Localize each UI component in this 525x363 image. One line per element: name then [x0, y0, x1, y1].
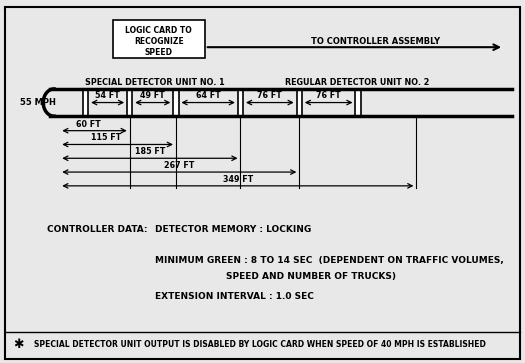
Bar	[173, 89, 178, 116]
Bar	[127, 89, 132, 116]
Text: 54 FT: 54 FT	[95, 91, 120, 100]
Text: MINIMUM GREEN : 8 TO 14 SEC  (DEPENDENT ON TRAFFIC VOLUMES,: MINIMUM GREEN : 8 TO 14 SEC (DEPENDENT O…	[155, 256, 503, 265]
Bar	[355, 89, 361, 116]
Text: DETECTOR MEMORY : LOCKING: DETECTOR MEMORY : LOCKING	[155, 225, 311, 234]
Text: 349 FT: 349 FT	[223, 175, 253, 184]
Text: SPECIAL DETECTOR UNIT NO. 1: SPECIAL DETECTOR UNIT NO. 1	[85, 78, 225, 87]
Text: EXTENSION INTERVAL : 1.0 SEC: EXTENSION INTERVAL : 1.0 SEC	[155, 292, 314, 301]
Bar	[297, 89, 302, 116]
Text: TO CONTROLLER ASSEMBLY: TO CONTROLLER ASSEMBLY	[311, 37, 440, 46]
Text: 185 FT: 185 FT	[135, 147, 165, 156]
Text: 267 FT: 267 FT	[164, 161, 194, 170]
Text: RECOGNIZE: RECOGNIZE	[134, 37, 184, 46]
Text: ✱: ✱	[13, 338, 24, 351]
Text: SPECIAL DETECTOR UNIT OUTPUT IS DISABLED BY LOGIC CARD WHEN SPEED OF 40 MPH IS E: SPECIAL DETECTOR UNIT OUTPUT IS DISABLED…	[34, 340, 486, 349]
Text: 76 FT: 76 FT	[257, 91, 282, 100]
Text: REGULAR DETECTOR UNIT NO. 2: REGULAR DETECTOR UNIT NO. 2	[285, 78, 429, 87]
Text: CONTROLLER DATA:: CONTROLLER DATA:	[47, 225, 148, 234]
Text: SPEED AND NUMBER OF TRUCKS): SPEED AND NUMBER OF TRUCKS)	[226, 272, 396, 281]
Text: 49 FT: 49 FT	[140, 91, 165, 100]
Text: SPEED: SPEED	[145, 48, 173, 57]
Text: 55 MPH: 55 MPH	[20, 98, 56, 107]
Bar	[113, 20, 205, 58]
Text: 64 FT: 64 FT	[196, 91, 220, 100]
Bar	[83, 89, 88, 116]
Text: 60 FT: 60 FT	[76, 120, 101, 129]
Text: LOGIC CARD TO: LOGIC CARD TO	[125, 26, 192, 36]
Text: 115 FT: 115 FT	[91, 134, 122, 142]
Text: 76 FT: 76 FT	[316, 91, 341, 100]
Bar	[238, 89, 243, 116]
